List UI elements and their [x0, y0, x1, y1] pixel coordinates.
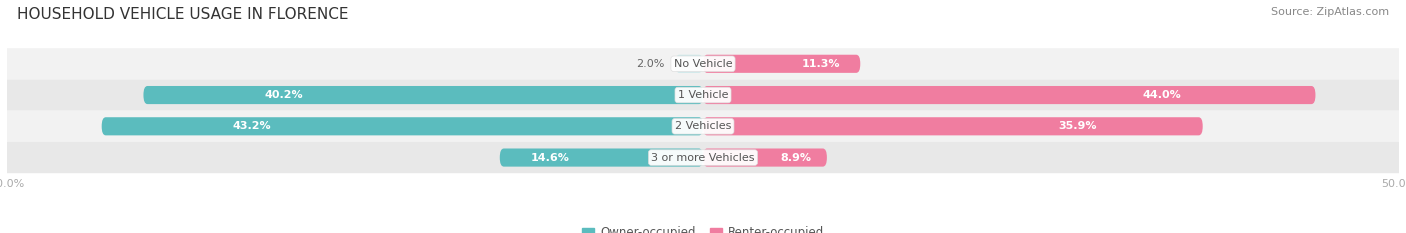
Text: No Vehicle: No Vehicle: [673, 59, 733, 69]
Text: 43.2%: 43.2%: [233, 121, 271, 131]
Text: HOUSEHOLD VEHICLE USAGE IN FLORENCE: HOUSEHOLD VEHICLE USAGE IN FLORENCE: [17, 7, 349, 22]
FancyBboxPatch shape: [499, 148, 703, 167]
Text: 44.0%: 44.0%: [1143, 90, 1181, 100]
Text: 8.9%: 8.9%: [780, 153, 811, 163]
Text: 11.3%: 11.3%: [801, 59, 841, 69]
FancyBboxPatch shape: [703, 148, 827, 167]
FancyBboxPatch shape: [7, 111, 1399, 142]
Text: 3 or more Vehicles: 3 or more Vehicles: [651, 153, 755, 163]
Text: 2 Vehicles: 2 Vehicles: [675, 121, 731, 131]
FancyBboxPatch shape: [703, 86, 1316, 104]
Text: 2.0%: 2.0%: [636, 59, 664, 69]
FancyBboxPatch shape: [703, 55, 860, 73]
FancyBboxPatch shape: [101, 117, 703, 135]
FancyBboxPatch shape: [675, 55, 703, 73]
FancyBboxPatch shape: [703, 117, 1202, 135]
Legend: Owner-occupied, Renter-occupied: Owner-occupied, Renter-occupied: [582, 226, 824, 233]
Text: Source: ZipAtlas.com: Source: ZipAtlas.com: [1271, 7, 1389, 17]
FancyBboxPatch shape: [7, 142, 1399, 173]
Text: 14.6%: 14.6%: [531, 153, 569, 163]
FancyBboxPatch shape: [7, 48, 1399, 79]
FancyBboxPatch shape: [7, 79, 1399, 111]
Text: 35.9%: 35.9%: [1059, 121, 1097, 131]
Text: 1 Vehicle: 1 Vehicle: [678, 90, 728, 100]
Text: 40.2%: 40.2%: [264, 90, 302, 100]
FancyBboxPatch shape: [143, 86, 703, 104]
